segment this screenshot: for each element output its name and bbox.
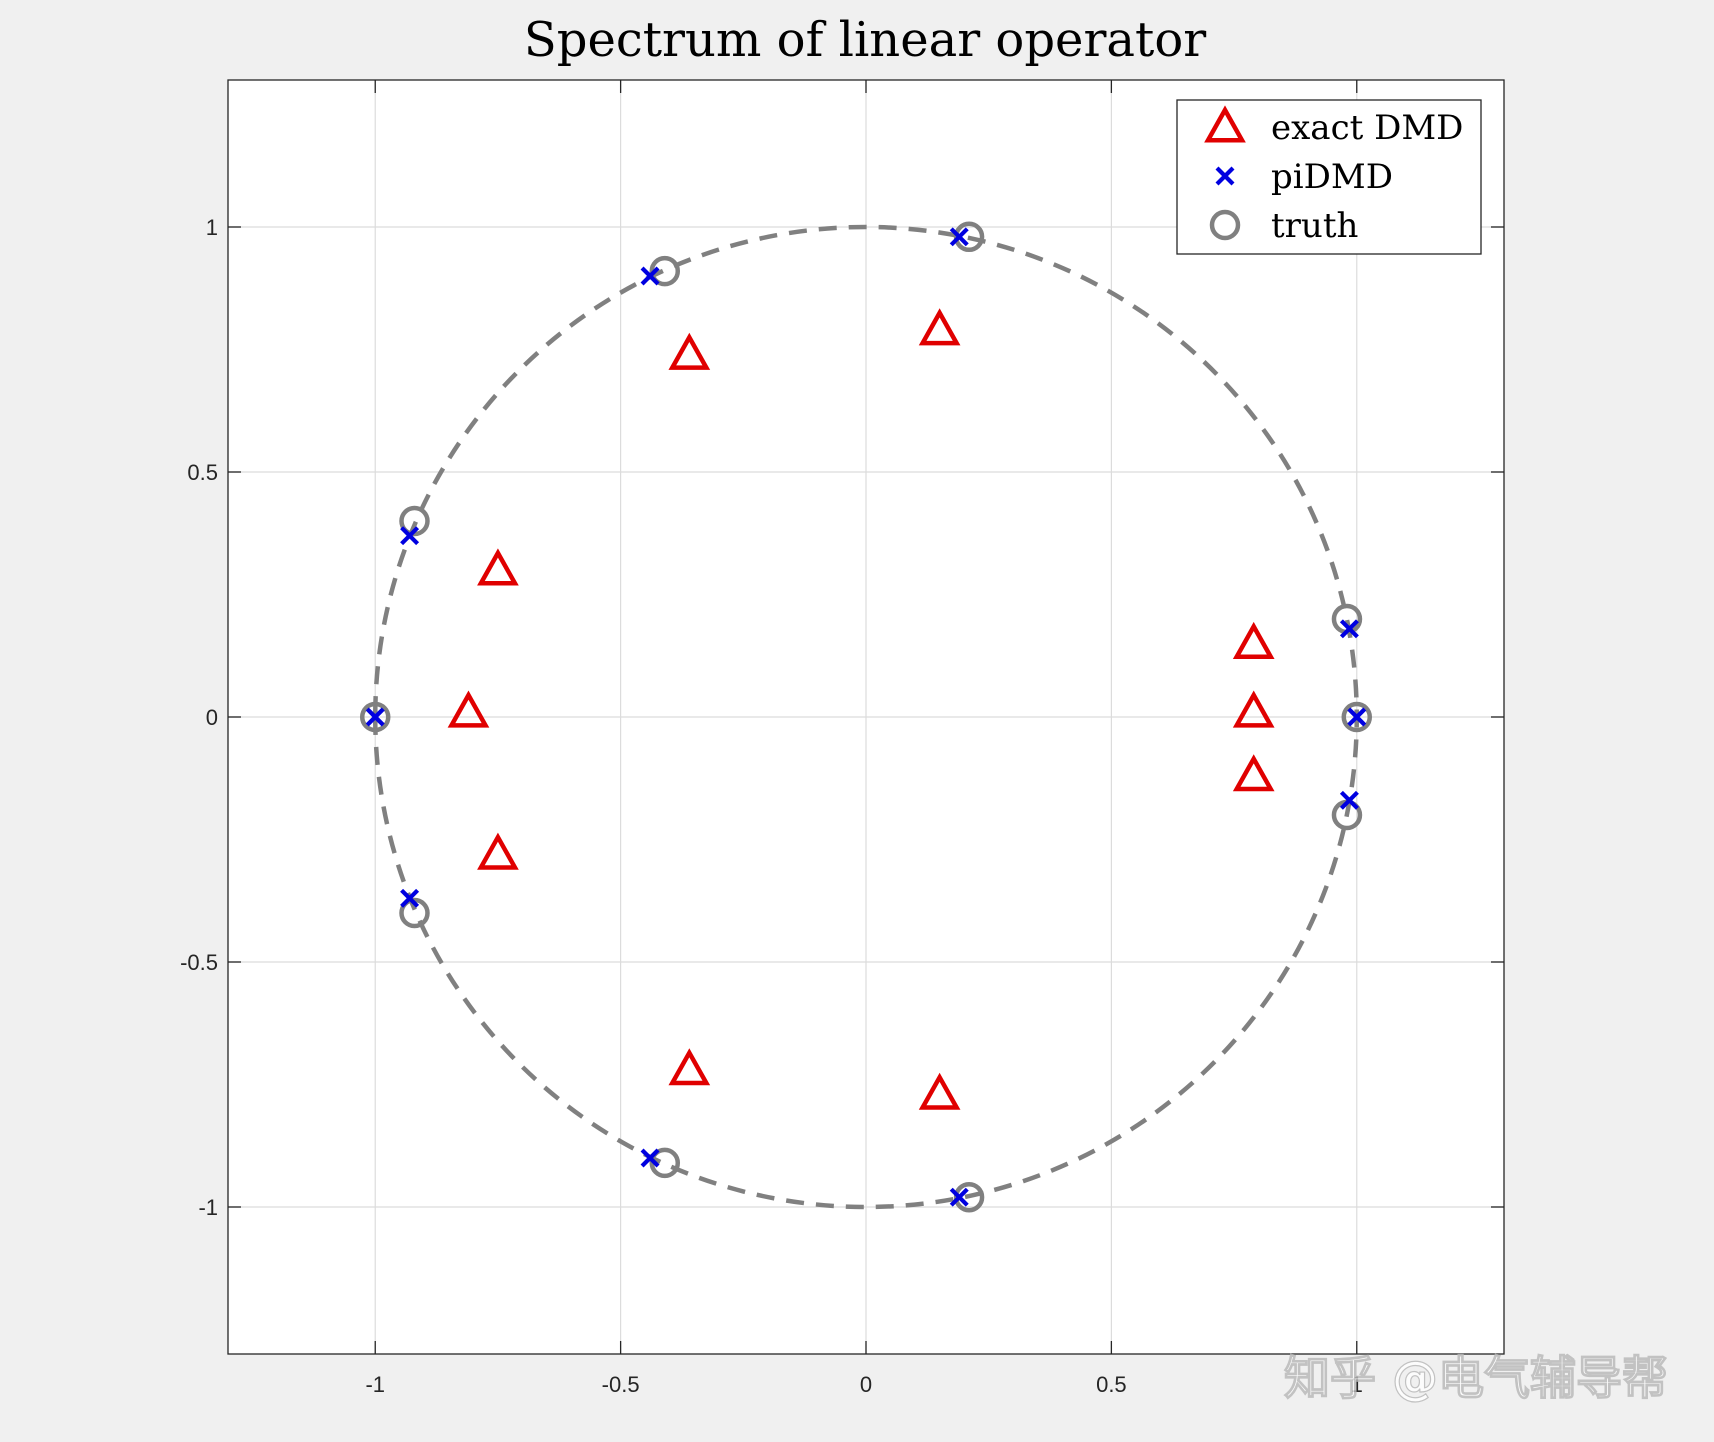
exact-dmd-point <box>447 690 490 728</box>
pidmd-point <box>400 888 420 908</box>
legend-label-exact-dmd: exact DMD <box>1271 108 1463 148</box>
exact-dmd-point <box>1232 754 1275 792</box>
legend: exact DMD piDMD truth <box>1176 99 1482 255</box>
truth-point <box>359 701 391 733</box>
pidmd-point <box>1347 707 1367 727</box>
chart-title: Spectrum of linear operator <box>524 12 1206 68</box>
pidmd-point <box>1339 619 1359 639</box>
exact-dmd-point <box>477 832 519 870</box>
exact-dmd-point <box>1232 690 1275 728</box>
y-tick-label: 0 <box>206 705 218 730</box>
pidmd-point <box>365 707 385 727</box>
legend-marker-truth <box>1209 209 1241 241</box>
x-tick-label: -0.5 <box>602 1372 640 1397</box>
legend-marker-pidmd <box>1215 166 1235 186</box>
y-tick-label: 1 <box>206 215 218 240</box>
y-tick-label: -1 <box>198 1195 218 1220</box>
pidmd-point <box>949 1187 969 1207</box>
axis-ticks: -1 -0.5 0 0.5 1 1 0.5 0 -0.5 -1 <box>180 80 1504 1397</box>
legend-marker-exact-dmd <box>1204 105 1246 143</box>
exact-dmd-point <box>918 308 961 346</box>
truth-point <box>399 505 430 537</box>
pidmd-point <box>640 1148 660 1168</box>
data-marks <box>359 221 1373 1213</box>
pidmd-point <box>640 266 660 286</box>
x-tick-label: 1 <box>1351 1372 1363 1397</box>
exact-dmd-point <box>668 1048 711 1086</box>
pidmd-point <box>949 227 969 247</box>
truth-point <box>953 1181 985 1213</box>
truth-point <box>399 897 430 929</box>
truth-point <box>649 1147 681 1179</box>
legend-label-truth: truth <box>1271 206 1358 246</box>
truth-point <box>953 221 985 253</box>
exact-dmd-point <box>668 332 711 370</box>
watermark: 知乎 @电气辅导帮 <box>1284 1351 1668 1405</box>
exact-dmd-point <box>1232 621 1275 660</box>
y-tick-label: -0.5 <box>180 950 218 975</box>
truth-point <box>1341 701 1373 733</box>
y-tick-label: 0.5 <box>187 460 218 485</box>
x-tick-label: 0.5 <box>1096 1372 1127 1397</box>
x-tick-label: 0 <box>860 1372 872 1397</box>
x-tick-label: -1 <box>365 1372 385 1397</box>
truth-point <box>649 255 681 287</box>
exact-dmd-point <box>477 548 519 586</box>
pidmd-point <box>1339 790 1359 810</box>
legend-label-pidmd: piDMD <box>1271 157 1393 197</box>
exact-dmd-point <box>918 1072 961 1110</box>
pidmd-point <box>400 526 420 546</box>
